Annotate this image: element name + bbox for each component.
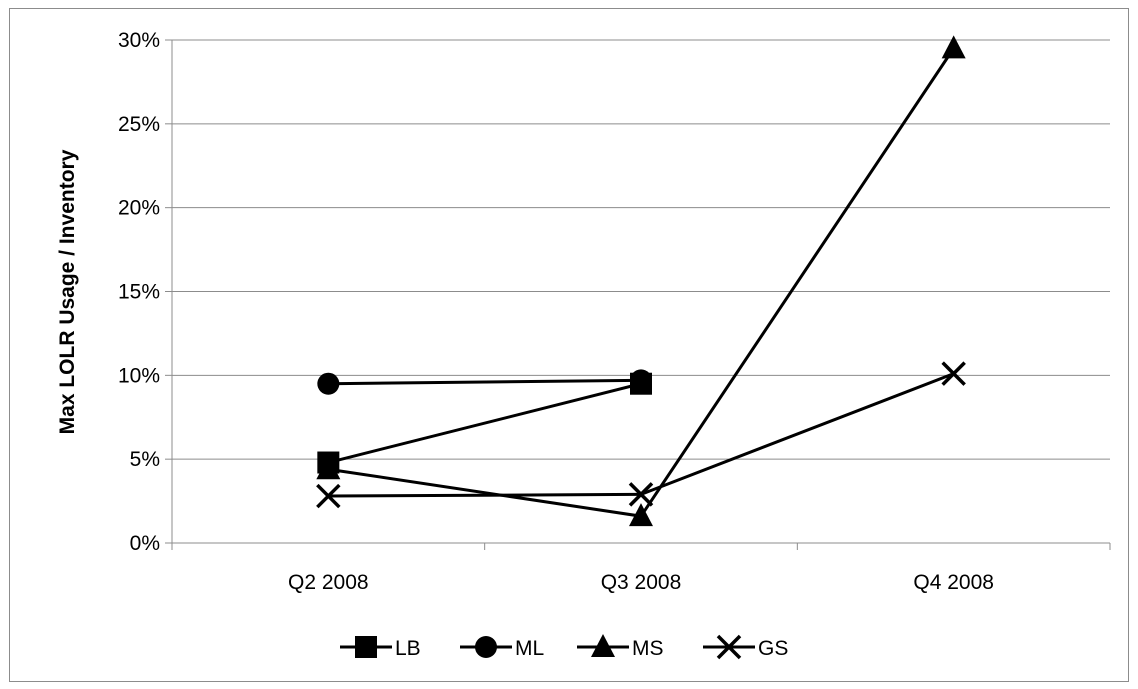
series-line-ms: [328, 47, 955, 518]
legend-label: MS: [632, 637, 664, 660]
legend-item-gs: GS: [703, 634, 788, 660]
y-tick-label: 20%: [118, 197, 160, 220]
series-ms: [316, 35, 966, 527]
y-tick-label: 0%: [130, 532, 160, 555]
y-tick-label: 15%: [118, 281, 160, 304]
legend-marker-gs: [716, 634, 742, 660]
data-point-ml: [317, 372, 340, 395]
y-tick-label: 10%: [118, 364, 160, 387]
data-point-ms: [316, 456, 341, 480]
series-lb: [317, 372, 652, 474]
data-point-gs: [941, 361, 966, 386]
legend-label: ML: [515, 637, 544, 660]
x-tick-label: Q3 2008: [601, 571, 682, 594]
data-point-ml: [630, 369, 652, 392]
y-tick-label: 30%: [118, 29, 160, 52]
axes: 0% 5% 10% 15% 20% 25% 30% Q2 2008 Q3 2008 Q4 2008: [118, 29, 1111, 594]
x-tick-label: Q4 2008: [913, 571, 994, 594]
gridlines: [172, 39, 1110, 460]
data-point-gs: [628, 482, 654, 507]
series-ml: [317, 369, 652, 395]
data-point-ms: [629, 503, 653, 527]
legend-marker-lb: [355, 636, 377, 658]
chart-frame: [9, 8, 1129, 682]
y-tick-label: 5%: [130, 448, 160, 471]
x-tick-label: Q2 2008: [288, 571, 369, 594]
series-gs: [316, 361, 966, 509]
y-tick-label: 25%: [118, 113, 160, 136]
series-layer: [316, 35, 966, 527]
legend-label: LB: [395, 637, 421, 660]
y-axis-title: Max LOLR Usage / Inventory: [56, 149, 79, 434]
legend-label: GS: [758, 637, 788, 660]
data-point-ms: [941, 35, 966, 59]
legend-marker-ms: [591, 634, 615, 657]
legend-item-ml: ML: [460, 636, 544, 660]
data-point-gs: [316, 483, 341, 509]
series-line-ml: [328, 378, 642, 386]
legend: LB ML MS GS: [340, 634, 788, 660]
legend-marker-ml: [475, 636, 497, 658]
legend-item-lb: LB: [340, 636, 421, 660]
legend-item-ms: MS: [577, 634, 664, 660]
series-line-lb: [327, 382, 642, 464]
